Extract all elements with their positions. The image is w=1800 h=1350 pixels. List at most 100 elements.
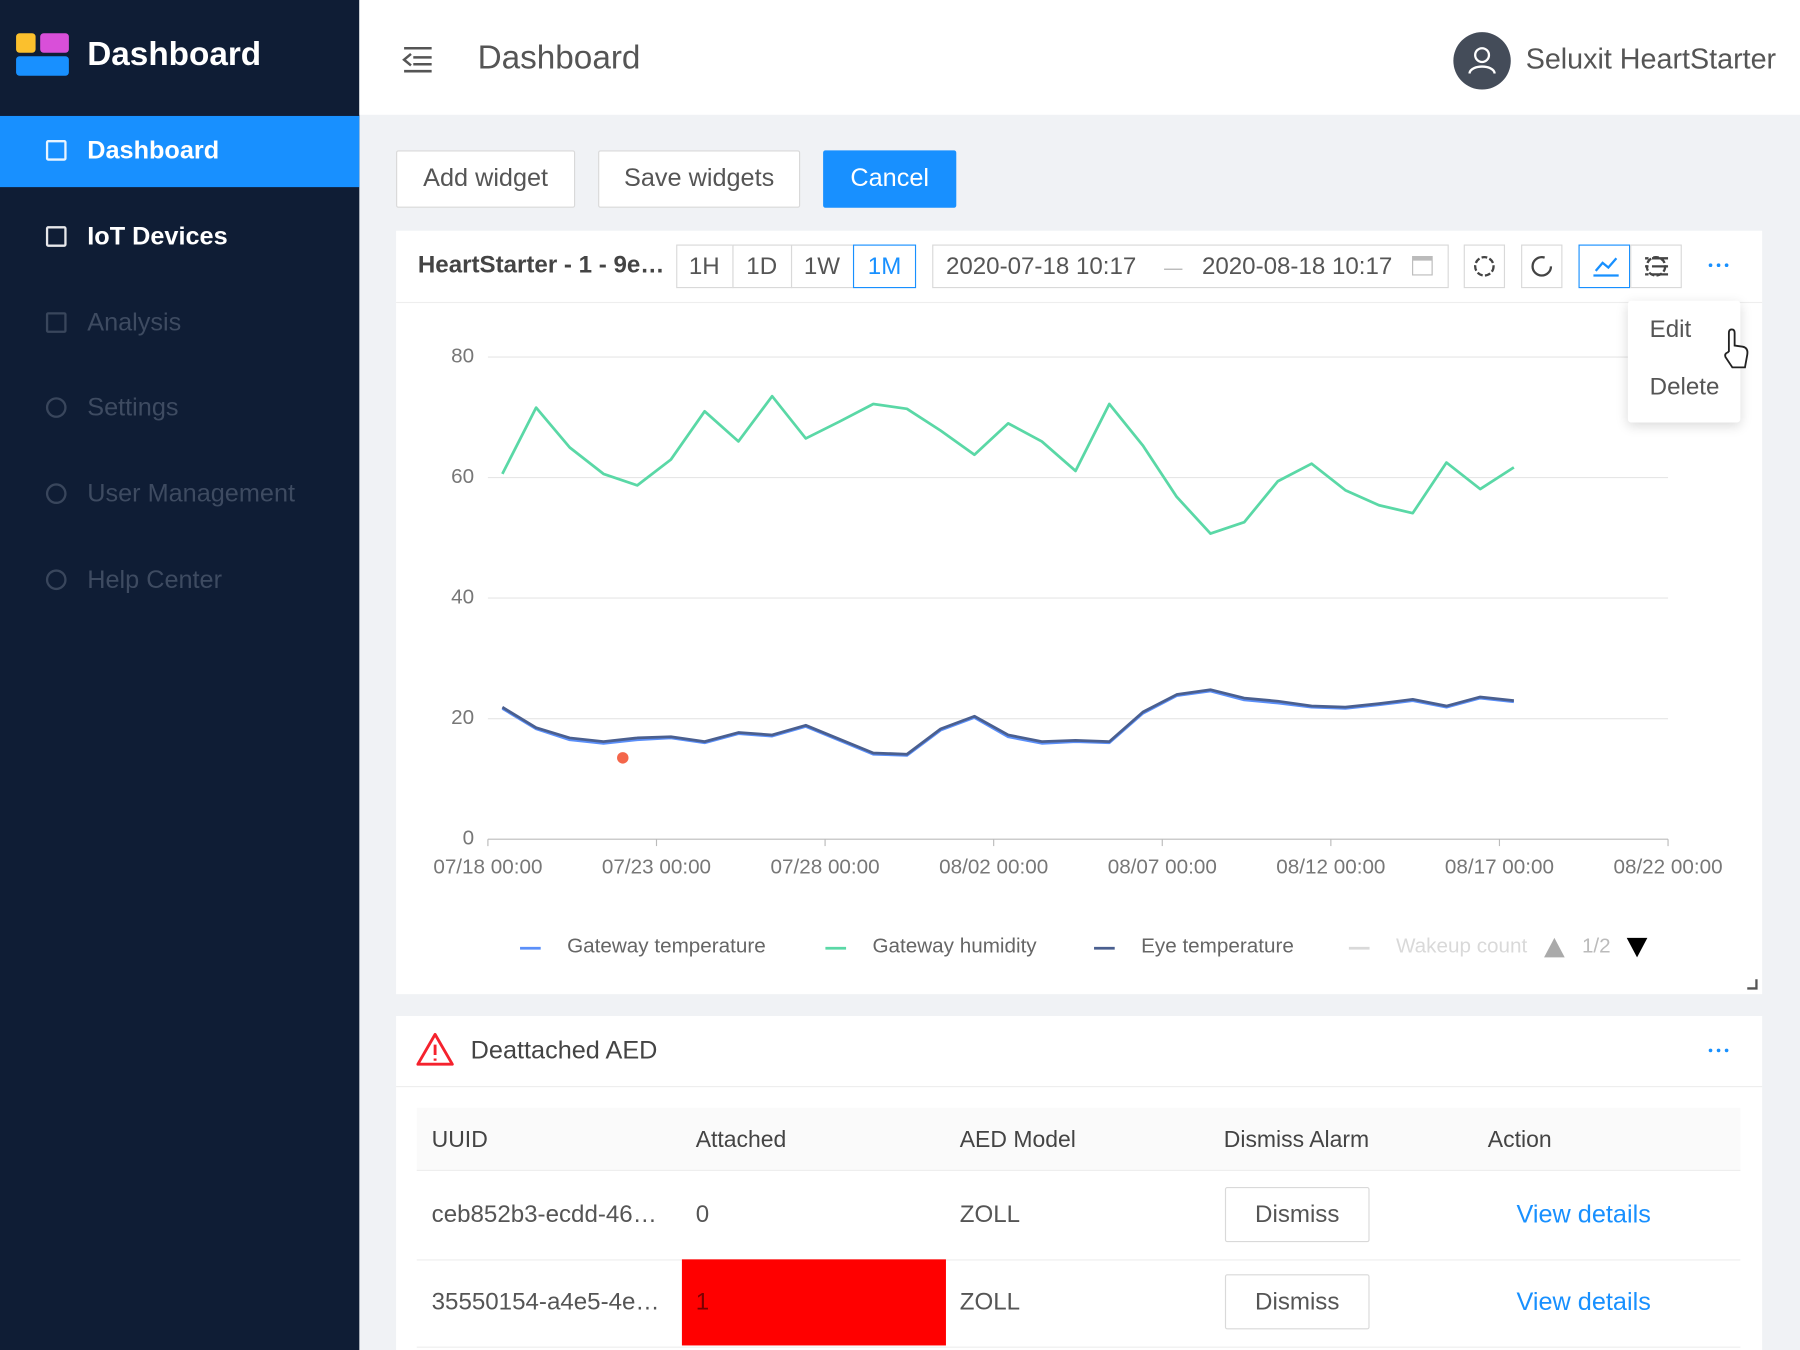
table-cell: ZOLL: [959, 1201, 1021, 1228]
x-tick-label: 08/22 00:00: [1613, 855, 1722, 878]
nav-icon: [45, 312, 67, 333]
legend-prev: [1544, 937, 1565, 958]
button-label[interactable]: Cancel: [850, 163, 930, 192]
range-label[interactable]: 1D: [746, 253, 778, 280]
alarm-title: Deattached AED: [470, 1035, 658, 1065]
y-tick-label: 80: [451, 344, 474, 367]
y-tick-label: 0: [463, 827, 475, 850]
legend-page: 1/2: [1582, 935, 1611, 958]
chart-widget: [396, 230, 1763, 995]
resize-handle: [1747, 979, 1758, 990]
range-label[interactable]: 1W: [803, 253, 841, 280]
view-details-link[interactable]: View details: [1516, 1286, 1651, 1316]
dismiss-button[interactable]: [1224, 1274, 1370, 1330]
page-title: Dashboard: [477, 39, 641, 77]
top-header: [359, 0, 1800, 115]
nav-item: Settings: [87, 392, 179, 422]
series-line: [501, 394, 1515, 535]
logo-block: [40, 33, 69, 53]
calendar-icon: [1412, 256, 1433, 276]
more-button[interactable]: [1707, 254, 1730, 277]
icon-button[interactable]: [1578, 244, 1631, 289]
table-cell: ceb852b3-ecdd-46…: [431, 1201, 657, 1228]
y-tick-label: 40: [451, 586, 474, 609]
legend-label: Eye temperature: [1141, 935, 1294, 958]
end-date: 2020-08-18 10:17: [1201, 253, 1393, 280]
series-line: [501, 688, 1515, 756]
nav-icon[interactable]: [45, 140, 67, 161]
legend-label: Gateway humidity: [872, 935, 1037, 958]
avatar[interactable]: [1453, 32, 1511, 90]
y-tick-label: 60: [451, 465, 474, 488]
column-header: AED Model: [959, 1127, 1076, 1153]
cursor: [1724, 328, 1749, 369]
more-button[interactable]: [1707, 1039, 1730, 1062]
table-cell: 0: [695, 1201, 710, 1228]
highlight-cell: [681, 1259, 946, 1346]
menu-item[interactable]: Delete: [1649, 373, 1720, 401]
y-tick-label: 20: [451, 706, 474, 729]
table-header: [416, 1107, 1741, 1171]
legend-next: [1626, 937, 1648, 958]
icon-button[interactable]: [1521, 244, 1563, 289]
marker-point: [617, 752, 629, 764]
column-header: Action: [1487, 1127, 1552, 1153]
dropdown-menu: [1627, 300, 1741, 423]
dismiss-label[interactable]: Dismiss: [1255, 1288, 1340, 1316]
button-label[interactable]: Save widgets: [624, 163, 775, 192]
x-tick-label: 08/12 00:00: [1276, 855, 1385, 878]
dismiss-label[interactable]: Dismiss: [1255, 1201, 1340, 1228]
button-label[interactable]: Add widget: [423, 163, 549, 192]
nav-icon: [45, 397, 67, 418]
nav-item: User Management: [87, 478, 296, 508]
toolbar-button[interactable]: [598, 150, 801, 208]
logo-block: [16, 56, 69, 76]
dismiss-button[interactable]: [1224, 1187, 1370, 1243]
user-name[interactable]: Seluxit HeartStarter: [1525, 43, 1777, 76]
x-tick-label: 07/18 00:00: [433, 855, 542, 878]
x-tick-label: 08/02 00:00: [939, 855, 1048, 878]
x-tick-label: 07/23 00:00: [602, 855, 711, 878]
row-divider: [416, 1259, 1741, 1261]
table-cell: 35550154-a4e5-4e…: [431, 1288, 660, 1316]
column-header: Dismiss Alarm: [1223, 1127, 1370, 1153]
range-button[interactable]: [852, 244, 917, 289]
nav-icon: [45, 483, 67, 504]
warning-icon: [416, 1032, 454, 1066]
x-tick-label: 08/17 00:00: [1445, 855, 1554, 878]
range-button[interactable]: [790, 244, 855, 289]
nav-item[interactable]: Dashboard: [87, 135, 220, 165]
start-date: 2020-07-18 10:17: [945, 253, 1137, 280]
menu-toggle-icon[interactable]: [400, 44, 437, 76]
x-tick-label: 07/28 00:00: [771, 855, 880, 878]
menu-item[interactable]: Edit: [1649, 316, 1692, 343]
series-line: [501, 689, 1515, 757]
nav-item[interactable]: IoT Devices: [87, 221, 228, 251]
table-cell: ZOLL: [959, 1288, 1021, 1316]
column-header: UUID: [431, 1127, 488, 1153]
table-cell: 1: [695, 1288, 710, 1316]
row-divider: [416, 1346, 1741, 1348]
divider: [396, 301, 1763, 304]
active-nav-bg: [0, 115, 360, 188]
date-range-picker[interactable]: [932, 244, 1449, 289]
legend-label: Wakeup count: [1396, 935, 1528, 958]
divider: [396, 1086, 1763, 1088]
toolbar-button[interactable]: [396, 150, 576, 208]
x-tick-label: 08/07 00:00: [1108, 855, 1217, 878]
range-label[interactable]: 1H: [688, 253, 720, 280]
range-label[interactable]: 1M: [867, 253, 902, 280]
nav-item: Analysis: [87, 307, 182, 337]
view-details-link[interactable]: View details: [1516, 1199, 1651, 1229]
nav-icon[interactable]: [45, 226, 67, 247]
icon-button[interactable]: [1463, 244, 1506, 289]
range-button[interactable]: [732, 244, 793, 289]
nav-icon: [45, 569, 67, 591]
widget-title: HeartStarter - 1 - 9e…: [417, 251, 665, 279]
toolbar-button[interactable]: [823, 150, 957, 208]
icon-button[interactable]: [1630, 244, 1682, 289]
brand: Dashboard: [87, 36, 262, 73]
logo-block: [16, 33, 36, 53]
